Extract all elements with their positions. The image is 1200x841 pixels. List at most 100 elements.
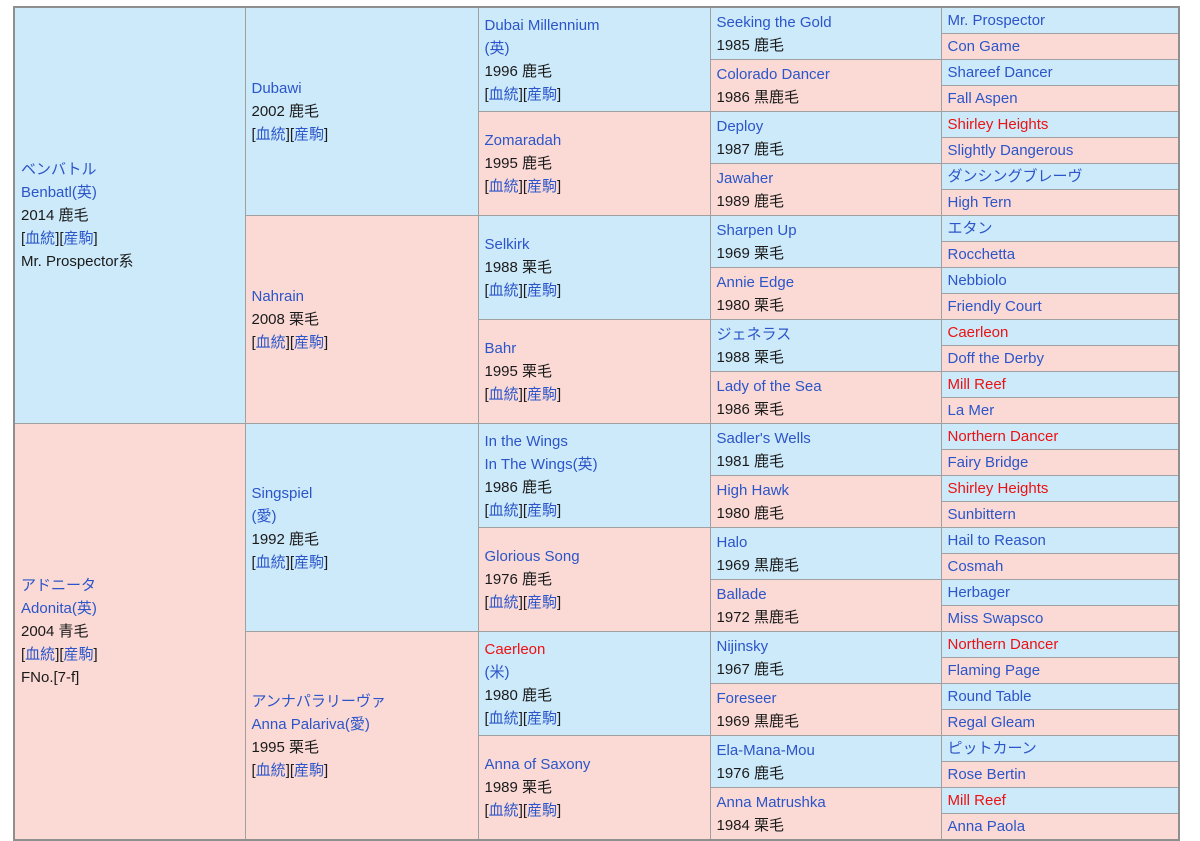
horse-link[interactable]: Zomaradah bbox=[484, 132, 562, 149]
horse-link[interactable]: ジェネラス bbox=[716, 325, 792, 343]
horse-link[interactable]: In the Wings bbox=[484, 432, 568, 450]
blood-link[interactable]: 血統 bbox=[488, 802, 519, 819]
horse-link[interactable]: Fall Aspen bbox=[947, 90, 1018, 107]
horse-link[interactable]: エタン bbox=[947, 220, 993, 237]
horse-link[interactable]: Hail to Reason bbox=[947, 532, 1046, 549]
blood-link[interactable]: 血統 bbox=[488, 594, 519, 611]
horse-link[interactable]: Regal Gleam bbox=[947, 714, 1036, 731]
horse-link[interactable]: Anna Paola bbox=[947, 818, 1026, 835]
progeny-link[interactable]: 産駒 bbox=[294, 334, 325, 351]
horse-link[interactable]: Sunbittern bbox=[947, 506, 1016, 523]
horse-link[interactable]: Nijinsky bbox=[716, 637, 769, 655]
horse-link[interactable]: Shareef Dancer bbox=[947, 64, 1053, 81]
horse-name-line: Dubawi bbox=[252, 77, 474, 100]
horse-link[interactable]: (米) bbox=[484, 663, 510, 681]
blood-link[interactable]: 血統 bbox=[255, 553, 286, 571]
blood-link[interactable]: 血統 bbox=[488, 178, 519, 195]
horse-link[interactable]: Singspiel bbox=[251, 484, 313, 502]
horse-link[interactable]: Nebbiolo bbox=[947, 272, 1007, 289]
horse-link[interactable]: Selkirk bbox=[484, 236, 530, 253]
horse-link[interactable]: Ela-Mana-Mou bbox=[716, 741, 815, 759]
horse-link[interactable]: Friendly Court bbox=[947, 298, 1042, 315]
horse-link[interactable]: Cosmah bbox=[947, 558, 1004, 575]
horse-link[interactable]: ピットカーン bbox=[947, 740, 1037, 757]
horse-link[interactable]: La Mer bbox=[947, 402, 995, 419]
horse-link[interactable]: Deploy bbox=[716, 117, 764, 135]
horse-link[interactable]: Benbatl(英) bbox=[21, 184, 97, 201]
horse-name-line: High Hawk bbox=[717, 479, 937, 502]
bracket: ] bbox=[518, 386, 523, 403]
horse-link[interactable]: Dubai Millennium bbox=[484, 16, 600, 34]
horse-link[interactable]: Miss Swapsco bbox=[947, 610, 1044, 627]
horse-link[interactable]: High Hawk bbox=[716, 481, 790, 499]
horse-link[interactable]: Adonita(英) bbox=[21, 600, 97, 617]
horse-link[interactable]: Lady of the Sea bbox=[716, 377, 822, 395]
horse-link[interactable]: Anna Palariva(愛) bbox=[251, 715, 370, 733]
horse-link[interactable]: In The Wings(英) bbox=[484, 455, 598, 473]
bracket: ] bbox=[518, 709, 523, 727]
horse-link[interactable]: Foreseer bbox=[716, 689, 777, 707]
horse-link[interactable]: Glorious Song bbox=[484, 548, 580, 565]
blood-link[interactable]: 血統 bbox=[488, 85, 519, 103]
horse-link[interactable]: Herbager bbox=[947, 584, 1011, 601]
horse-link[interactable]: Fairy Bridge bbox=[947, 454, 1029, 471]
horse-link[interactable]: Doff the Derby bbox=[947, 350, 1044, 367]
progeny-link[interactable]: 産駒 bbox=[527, 282, 558, 299]
horse-link[interactable]: Sharpen Up bbox=[716, 221, 797, 239]
pedigree-cell-gen5-24: Miss Swapsco bbox=[940, 605, 1180, 632]
horse-link[interactable]: Anna of Saxony bbox=[484, 756, 591, 773]
horse-link[interactable]: Con Game bbox=[947, 38, 1021, 55]
horse-detail-text: 1969 黒鹿毛 bbox=[716, 556, 800, 574]
inbred-horse-name: Caerleon bbox=[947, 324, 1009, 341]
horse-link[interactable]: アドニータ bbox=[21, 577, 97, 594]
bracket: ] bbox=[557, 709, 562, 727]
pedigree-cell-gen2-3: Singspiel (愛) 1992 鹿毛 [血統][産駒] bbox=[244, 423, 479, 632]
horse-link[interactable]: Rose Bertin bbox=[947, 766, 1026, 783]
progeny-link[interactable]: 産駒 bbox=[527, 802, 558, 819]
progeny-link[interactable]: 産駒 bbox=[527, 709, 558, 727]
horse-link[interactable]: ダンシングブレーヴ bbox=[947, 168, 1083, 185]
blood-link[interactable]: 血統 bbox=[488, 386, 519, 403]
progeny-link[interactable]: 産駒 bbox=[294, 761, 325, 779]
horse-link[interactable]: Bahr bbox=[484, 340, 517, 357]
horse-link[interactable]: Flaming Page bbox=[947, 662, 1041, 679]
horse-link[interactable]: Anna Matrushka bbox=[716, 793, 826, 811]
progeny-link[interactable]: 産駒 bbox=[527, 386, 558, 403]
horse-link[interactable]: Round Table bbox=[947, 688, 1032, 705]
horse-link[interactable]: Mr. Prospector bbox=[947, 12, 1046, 29]
horse-link[interactable]: Rocchetta bbox=[947, 246, 1016, 263]
progeny-link[interactable]: 産駒 bbox=[63, 646, 94, 663]
progeny-link[interactable]: 産駒 bbox=[294, 553, 325, 571]
horse-link[interactable]: ベンバトル bbox=[21, 161, 97, 178]
progeny-link[interactable]: 産駒 bbox=[527, 501, 558, 519]
blood-link[interactable]: 血統 bbox=[25, 646, 56, 663]
horse-link[interactable]: Halo bbox=[716, 533, 748, 551]
horse-link[interactable]: Nahrain bbox=[251, 288, 305, 305]
progeny-link[interactable]: 産駒 bbox=[63, 230, 94, 247]
horse-link[interactable]: Jawaher bbox=[716, 169, 774, 187]
blood-link[interactable]: 血統 bbox=[255, 761, 286, 779]
blood-link[interactable]: 血統 bbox=[488, 709, 519, 727]
horse-link[interactable]: Ballade bbox=[716, 585, 767, 603]
progeny-link[interactable]: 産駒 bbox=[527, 85, 558, 103]
horse-link[interactable]: (愛) bbox=[251, 507, 277, 525]
horse-link[interactable]: アンナパラリーヴァ bbox=[251, 692, 386, 710]
progeny-link[interactable]: 産駒 bbox=[527, 594, 558, 611]
horse-link[interactable]: Seeking the Gold bbox=[716, 13, 832, 31]
blood-link[interactable]: 血統 bbox=[255, 126, 286, 143]
horse-detail-line: 1989 鹿毛 bbox=[717, 190, 937, 213]
horse-link[interactable]: Sadler's Wells bbox=[716, 429, 811, 447]
horse-link[interactable]: Colorado Dancer bbox=[716, 65, 830, 83]
progeny-link[interactable]: 産駒 bbox=[294, 126, 325, 143]
horse-link[interactable]: Annie Edge bbox=[716, 273, 795, 291]
horse-link[interactable]: Slightly Dangerous bbox=[947, 142, 1074, 159]
blood-link[interactable]: 血統 bbox=[255, 334, 286, 351]
horse-link[interactable]: High Tern bbox=[947, 194, 1012, 211]
blood-link[interactable]: 血統 bbox=[25, 230, 56, 247]
progeny-link[interactable]: 産駒 bbox=[527, 178, 558, 195]
pedigree-cell-gen5-8: High Tern bbox=[940, 189, 1180, 216]
blood-link[interactable]: 血統 bbox=[488, 282, 519, 299]
blood-link[interactable]: 血統 bbox=[488, 501, 519, 519]
horse-link[interactable]: Dubawi bbox=[251, 80, 302, 97]
horse-link[interactable]: (英) bbox=[484, 39, 510, 57]
